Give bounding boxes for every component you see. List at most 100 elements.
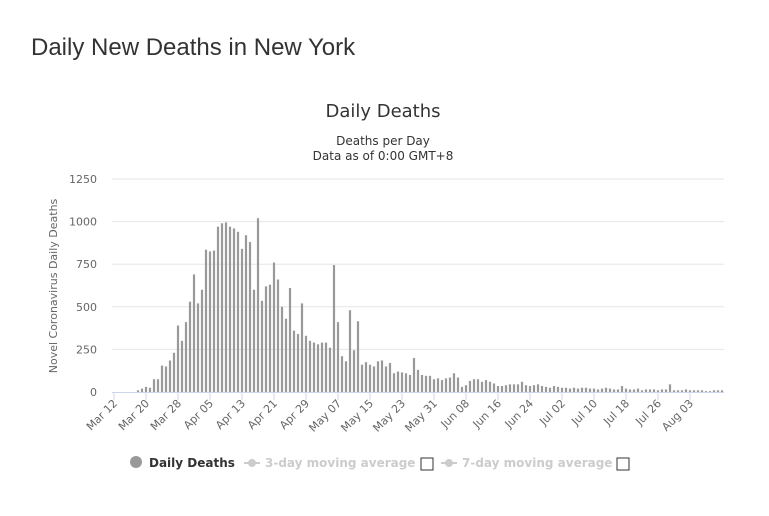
legend-item-3-day-average[interactable]: 3-day moving average — [244, 456, 415, 470]
bar[interactable] — [136, 390, 140, 392]
bar[interactable] — [676, 390, 680, 392]
bar[interactable] — [536, 384, 540, 392]
bar[interactable] — [436, 378, 440, 392]
bar[interactable] — [440, 380, 444, 392]
bar[interactable] — [268, 284, 272, 392]
bar[interactable] — [156, 379, 160, 392]
bar[interactable] — [184, 322, 188, 392]
bar[interactable] — [628, 389, 632, 392]
bar[interactable] — [212, 250, 216, 392]
bar[interactable] — [444, 378, 448, 392]
bar[interactable] — [392, 373, 396, 392]
bar[interactable] — [452, 373, 456, 392]
bar[interactable] — [216, 226, 220, 392]
bar[interactable] — [308, 340, 312, 392]
bar[interactable] — [508, 384, 512, 392]
bar[interactable] — [476, 379, 480, 392]
bar[interactable] — [584, 387, 588, 392]
bar[interactable] — [604, 387, 608, 392]
bar[interactable] — [140, 388, 144, 392]
bar[interactable] — [168, 360, 172, 392]
bar[interactable] — [528, 386, 532, 392]
bar[interactable] — [620, 386, 624, 392]
bar[interactable] — [572, 387, 576, 392]
bar[interactable] — [188, 301, 192, 392]
bar[interactable] — [644, 389, 648, 392]
bar[interactable] — [244, 235, 248, 392]
bar[interactable] — [164, 366, 168, 392]
bar[interactable] — [684, 389, 688, 392]
bar[interactable] — [432, 379, 436, 392]
bar[interactable] — [660, 389, 664, 392]
bar[interactable] — [404, 373, 408, 392]
bar[interactable] — [396, 371, 400, 392]
bar[interactable] — [300, 303, 304, 392]
bar[interactable] — [612, 389, 616, 392]
bar[interactable] — [580, 387, 584, 392]
bar[interactable] — [692, 390, 696, 392]
bar[interactable] — [332, 265, 336, 392]
bar[interactable] — [276, 279, 280, 392]
bar[interactable] — [360, 364, 364, 392]
bar[interactable] — [424, 375, 428, 392]
bar[interactable] — [544, 386, 548, 392]
bar[interactable] — [624, 388, 628, 392]
bar[interactable] — [596, 389, 600, 392]
bar[interactable] — [344, 361, 348, 392]
bar[interactable] — [656, 390, 660, 392]
bar[interactable] — [516, 384, 520, 392]
bar[interactable] — [224, 222, 228, 392]
bar[interactable] — [608, 388, 612, 392]
bar[interactable] — [448, 377, 452, 392]
bar[interactable] — [412, 357, 416, 392]
bar[interactable] — [664, 389, 668, 392]
bar[interactable] — [696, 390, 700, 392]
bar[interactable] — [712, 390, 716, 392]
legend-item-7-day-average[interactable]: 7-day moving average — [441, 456, 612, 470]
bar[interactable] — [220, 223, 224, 392]
bar[interactable] — [520, 381, 524, 392]
bar[interactable] — [420, 374, 424, 392]
bar[interactable] — [700, 390, 704, 392]
bar[interactable] — [248, 242, 252, 392]
bar[interactable] — [316, 344, 320, 392]
bar[interactable] — [532, 385, 536, 392]
bar[interactable] — [324, 342, 328, 392]
bar[interactable] — [464, 385, 468, 392]
bar[interactable] — [328, 347, 332, 392]
bar[interactable] — [428, 375, 432, 392]
bar[interactable] — [400, 372, 404, 392]
legend-checkbox-3-day[interactable] — [420, 457, 434, 471]
bar[interactable] — [256, 218, 260, 392]
bar[interactable] — [152, 379, 156, 392]
bar[interactable] — [192, 274, 196, 392]
bar[interactable] — [228, 226, 232, 392]
bar[interactable] — [512, 384, 516, 392]
bar[interactable] — [296, 334, 300, 392]
bar[interactable] — [292, 330, 296, 392]
bar[interactable] — [480, 381, 484, 392]
bar[interactable] — [504, 385, 508, 392]
bar[interactable] — [648, 389, 652, 392]
bar[interactable] — [340, 356, 344, 392]
bar[interactable] — [548, 387, 552, 392]
bar[interactable] — [352, 350, 356, 392]
bar[interactable] — [356, 321, 360, 392]
bar[interactable] — [588, 388, 592, 392]
bar[interactable] — [284, 318, 288, 392]
bar[interactable] — [576, 388, 580, 392]
bar[interactable] — [364, 362, 368, 392]
bar[interactable] — [368, 364, 372, 392]
bar[interactable] — [560, 387, 564, 392]
bar[interactable] — [680, 390, 684, 392]
bar[interactable] — [172, 352, 176, 392]
bar[interactable] — [456, 377, 460, 392]
bar[interactable] — [144, 386, 148, 392]
bar[interactable] — [592, 388, 596, 392]
bar[interactable] — [196, 303, 200, 392]
bar[interactable] — [460, 386, 464, 392]
bar[interactable] — [652, 389, 656, 392]
bar[interactable] — [272, 262, 276, 393]
legend-item-daily-deaths[interactable]: Daily Deaths — [130, 456, 235, 470]
bar[interactable] — [160, 365, 164, 392]
